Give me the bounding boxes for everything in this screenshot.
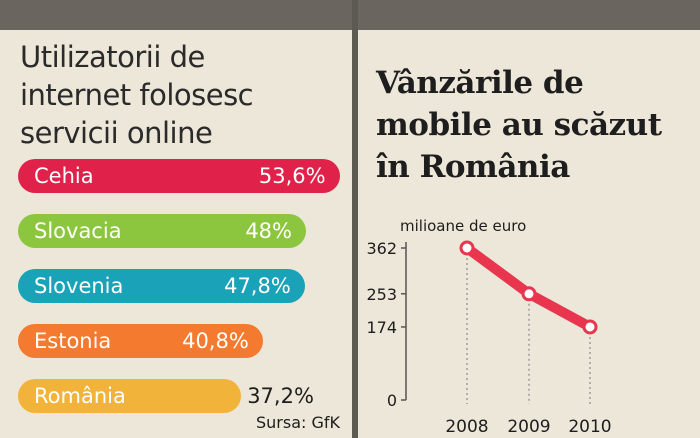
right-top-band	[358, 0, 700, 30]
data-point	[459, 240, 475, 256]
bar-value-label: 48%	[245, 219, 292, 243]
bar: România	[18, 379, 242, 413]
y-tick-label: 0	[387, 391, 397, 410]
x-tick-label: 2008	[445, 417, 488, 437]
x-tick-label: 2009	[507, 417, 550, 437]
left-title-line-2: internet folosesc	[20, 78, 254, 112]
bar-row-2: Slovenia 47,8%	[18, 269, 340, 303]
data-point	[521, 286, 537, 302]
bar-value-label: 40,8%	[182, 329, 249, 353]
bar-value-label: 47,8%	[224, 274, 291, 298]
right-title-line-2: mobile au scăzut	[376, 107, 662, 143]
bar-row-1: Slovacia 48%	[18, 214, 340, 248]
bar-category-label: Cehia	[34, 164, 94, 188]
left-top-band	[0, 0, 352, 30]
bar-row-0: Cehia 53,6%	[18, 159, 340, 193]
x-tick-label: 2010	[568, 417, 611, 437]
bar-category-label: Slovenia	[34, 274, 124, 298]
left-panel: Utilizatorii de internet folosesc servic…	[0, 0, 352, 438]
y-tick-label: 362	[366, 239, 397, 258]
bar-category-label: România	[34, 384, 126, 408]
line-chart: milioane de euro 0 174 253 362 2008 2009 2010	[366, 217, 611, 437]
y-tick-label: 174	[366, 318, 397, 337]
bar: Slovenia 47,8%	[18, 269, 305, 303]
data-point	[582, 319, 598, 335]
bar-row-3: Estonia 40,8%	[18, 324, 340, 358]
source-note: Sursa: GfK	[255, 413, 340, 432]
y-tick-label: 253	[366, 285, 397, 304]
right-title-line-3: în România	[376, 149, 570, 185]
bar-category-label: Estonia	[34, 329, 112, 353]
left-chart-title: Utilizatorii de internet folosesc servic…	[20, 38, 340, 152]
right-chart-title: Vânzările de mobile au scăzut în România	[376, 62, 700, 188]
bar: Slovacia 48%	[18, 214, 306, 248]
bar: Cehia 53,6%	[18, 159, 340, 193]
bar-category-label: Slovacia	[34, 219, 122, 243]
bar-row-4: România 37,2%	[18, 379, 340, 413]
y-axis-label: milioane de euro	[400, 217, 526, 235]
left-title-line-1: Utilizatorii de	[20, 40, 205, 74]
bar: Estonia 40,8%	[18, 324, 263, 358]
right-title-line-1: Vânzările de	[376, 65, 584, 101]
left-title-line-3: servicii online	[20, 116, 213, 150]
bar-value-label: 37,2%	[247, 384, 314, 408]
bar-value-label: 53,6%	[258, 164, 326, 188]
